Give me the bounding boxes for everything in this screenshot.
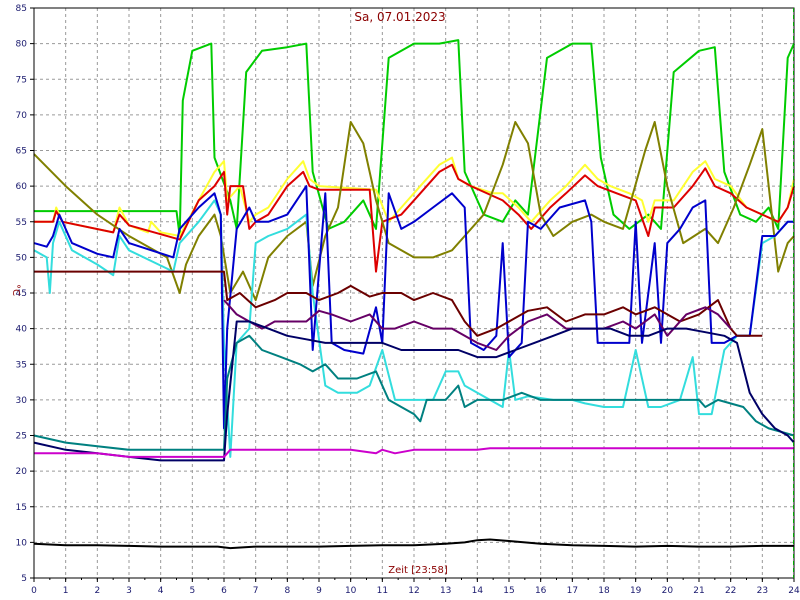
chart-title: Sa, 07.01.2023 [354,10,445,24]
axes: 0 1 2 3 4 5 6 7 8 9 10 11 12 13 14 15 16 17 18 19 20 21 22 23 24… [16,4,800,596]
y-tick-label: 15 [16,503,27,513]
x-tick-label: 17 [567,586,578,596]
y-tick-label: 50 [16,253,28,263]
y-tick-label: 10 [16,538,28,548]
series-line-6 [33,185,794,430]
series-lines [33,39,795,550]
series-line-8 [223,299,732,351]
y-tick-label: 75 [16,75,27,85]
x-tick-label: 19 [630,586,642,596]
x-tick-label: 12 [408,586,419,596]
x-tick-label: 16 [535,586,547,596]
series-line-1 [34,39,795,237]
x-tick-label: 4 [158,586,164,596]
x-tick-label: 5 [189,586,195,596]
series-line-7 [34,270,763,337]
y-tick-label: 30 [16,396,28,406]
y-tick-label: 20 [16,467,28,477]
x-tick-label: 13 [440,586,451,596]
series-line-12 [33,538,794,550]
y-tick-label: 35 [16,360,27,370]
x-tick-label: 0 [31,586,37,596]
x-tick-label: 8 [284,586,290,596]
series-line-5 [33,199,794,458]
x-tick-label: 14 [472,586,484,596]
x-tick-label: 18 [598,586,610,596]
x-tick-label: 15 [503,586,514,596]
x-tick-label: 21 [693,586,704,596]
x-tick-label: 2 [94,586,100,596]
x-tick-label: 22 [725,586,736,596]
y-tick-label: 65 [16,147,27,157]
series-line-3 [34,163,795,273]
x-tick-label: 3 [126,586,132,596]
x-axis-label: Zeit [23:58] [388,565,448,576]
y-axis-label: °C [10,284,21,296]
y-tick-label: 25 [16,432,27,442]
series-line-10 [33,320,795,462]
series-line-4 [33,121,795,302]
y-tick-label: 55 [16,218,27,228]
x-tick-label: 10 [345,586,357,596]
x-tick-label: 20 [662,586,674,596]
x-tick-label: 11 [377,586,388,596]
y-tick-label: 85 [16,4,27,14]
grid [34,8,794,578]
x-tick-label: 6 [221,586,227,596]
y-tick-label: 5 [21,574,27,584]
x-tick-label: 7 [253,586,259,596]
series-line-2 [34,156,795,237]
y-tick-label: 45 [16,289,27,299]
y-tick-label: 70 [16,111,28,121]
x-tick-label: 24 [788,586,800,596]
series-line-9 [33,334,795,451]
y-tick-label: 60 [16,182,28,192]
y-tick-label: 40 [16,325,28,335]
series-line-11 [34,447,794,458]
x-tick-label: 23 [757,586,768,596]
y-tick-label: 80 [16,40,28,50]
x-tick-label: 1 [63,586,69,596]
x-tick-label: 9 [316,586,322,596]
